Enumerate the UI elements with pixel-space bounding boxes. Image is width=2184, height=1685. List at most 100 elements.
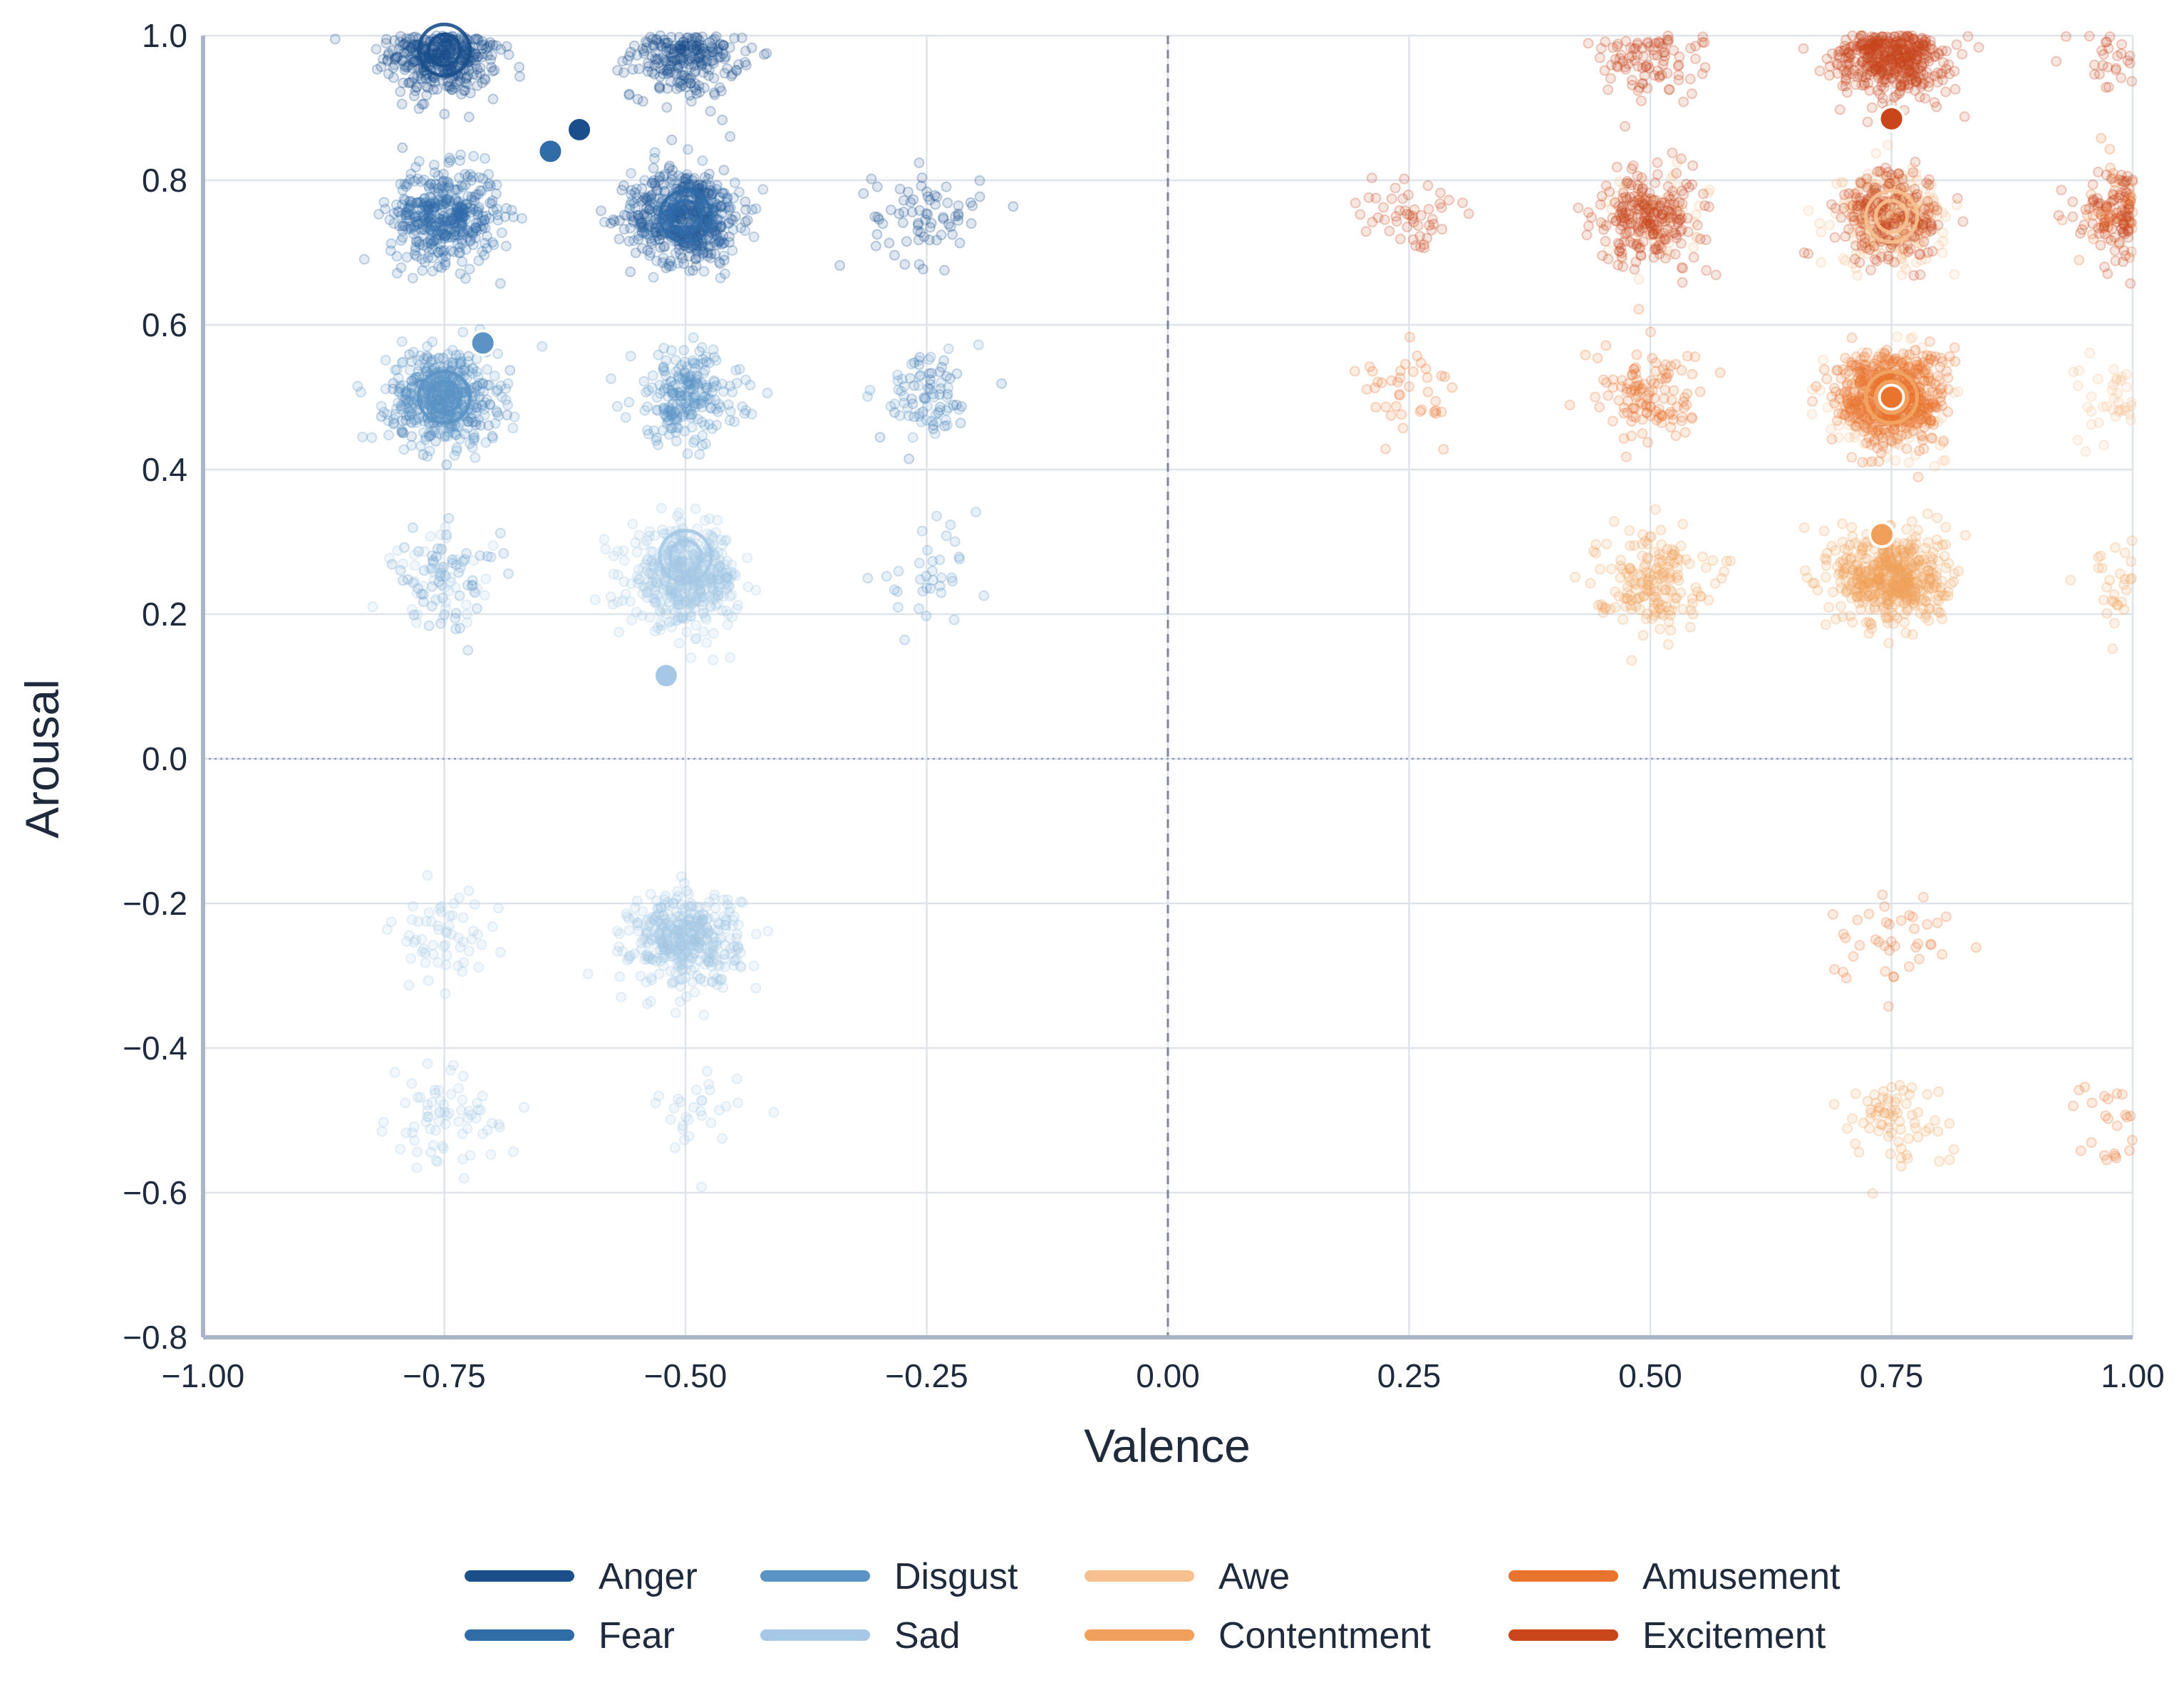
data-point [397, 55, 408, 66]
data-point [673, 61, 684, 73]
data-point [648, 162, 659, 174]
data-point [1892, 331, 1903, 343]
data-point [395, 86, 406, 98]
data-point [1585, 578, 1596, 589]
data-point [391, 364, 403, 375]
data-point [460, 599, 472, 611]
data-point [1809, 578, 1821, 589]
data-point [1816, 256, 1827, 268]
data-point [690, 633, 702, 644]
data-point [694, 86, 705, 98]
data-point [678, 46, 690, 57]
data-point [446, 84, 457, 95]
data-point [631, 50, 643, 61]
data-point [703, 70, 715, 81]
data-point [2072, 435, 2084, 446]
data-point [718, 40, 729, 51]
data-point [950, 211, 961, 222]
data-point [623, 89, 635, 100]
data-point [708, 43, 719, 55]
data-point [371, 43, 382, 55]
data-point [693, 56, 705, 67]
data-point [638, 375, 650, 387]
data-point [916, 525, 928, 536]
data-point [622, 54, 633, 66]
data-point [434, 46, 445, 58]
data-point [430, 595, 442, 606]
data-point [683, 376, 694, 388]
data-point [921, 544, 933, 556]
data-point [599, 534, 610, 545]
data-point [651, 54, 663, 66]
data-point [750, 983, 762, 994]
data-point [742, 552, 753, 564]
data-point [676, 871, 687, 882]
data-point [411, 588, 423, 599]
data-point [462, 1113, 474, 1124]
data-point [1939, 551, 1950, 562]
data-point [489, 65, 500, 76]
data-point [447, 1059, 459, 1071]
data-point [681, 626, 693, 638]
data-point [687, 900, 698, 911]
data-point [358, 254, 370, 265]
data-point [435, 906, 447, 918]
data-point [649, 60, 661, 71]
data-point [457, 1153, 469, 1165]
data-point [1824, 219, 1836, 231]
data-point [899, 259, 911, 270]
data-point [711, 420, 723, 431]
data-point [661, 38, 673, 49]
data-point [402, 40, 413, 51]
data-point [404, 45, 415, 56]
data-point [673, 63, 684, 74]
data-point [619, 555, 630, 566]
data-point [1932, 512, 1943, 524]
data-point [714, 82, 725, 93]
data-point [392, 545, 403, 556]
data-point [698, 591, 709, 603]
data-point [472, 1104, 484, 1116]
data-point [616, 185, 628, 196]
data-point [504, 365, 516, 376]
data-point [437, 613, 448, 624]
data-point [699, 925, 710, 936]
data-point [733, 919, 744, 930]
data-point [440, 988, 451, 1000]
data-point [628, 235, 639, 247]
data-point [691, 88, 703, 99]
data-point [1882, 140, 1893, 151]
data-point [757, 184, 769, 195]
data-point [631, 571, 643, 582]
data-point [423, 975, 434, 986]
data-point [389, 1067, 400, 1078]
data-point [478, 39, 490, 51]
data-point [408, 56, 419, 68]
data-point [723, 217, 735, 229]
data-point [485, 180, 496, 192]
data-point [761, 48, 772, 59]
data-point [750, 203, 762, 214]
data-point [383, 48, 394, 59]
data-point [662, 66, 673, 77]
data-point [422, 1058, 433, 1069]
data-point [388, 413, 399, 425]
data-point [676, 70, 688, 81]
data-point [688, 51, 699, 62]
data-point [955, 418, 966, 429]
data-point [388, 218, 400, 229]
data-point [653, 82, 665, 93]
data-point [1826, 541, 1838, 552]
data-point [693, 51, 704, 63]
data-point [399, 38, 410, 50]
data-point [611, 945, 623, 957]
data-point [715, 85, 727, 97]
data-point [948, 614, 960, 626]
data-point [742, 214, 753, 226]
data-point [500, 394, 512, 405]
data-point [437, 36, 448, 47]
data-point [655, 607, 666, 618]
data-point [1885, 586, 1897, 597]
data-point [430, 1155, 442, 1166]
data-point [1875, 584, 1887, 595]
